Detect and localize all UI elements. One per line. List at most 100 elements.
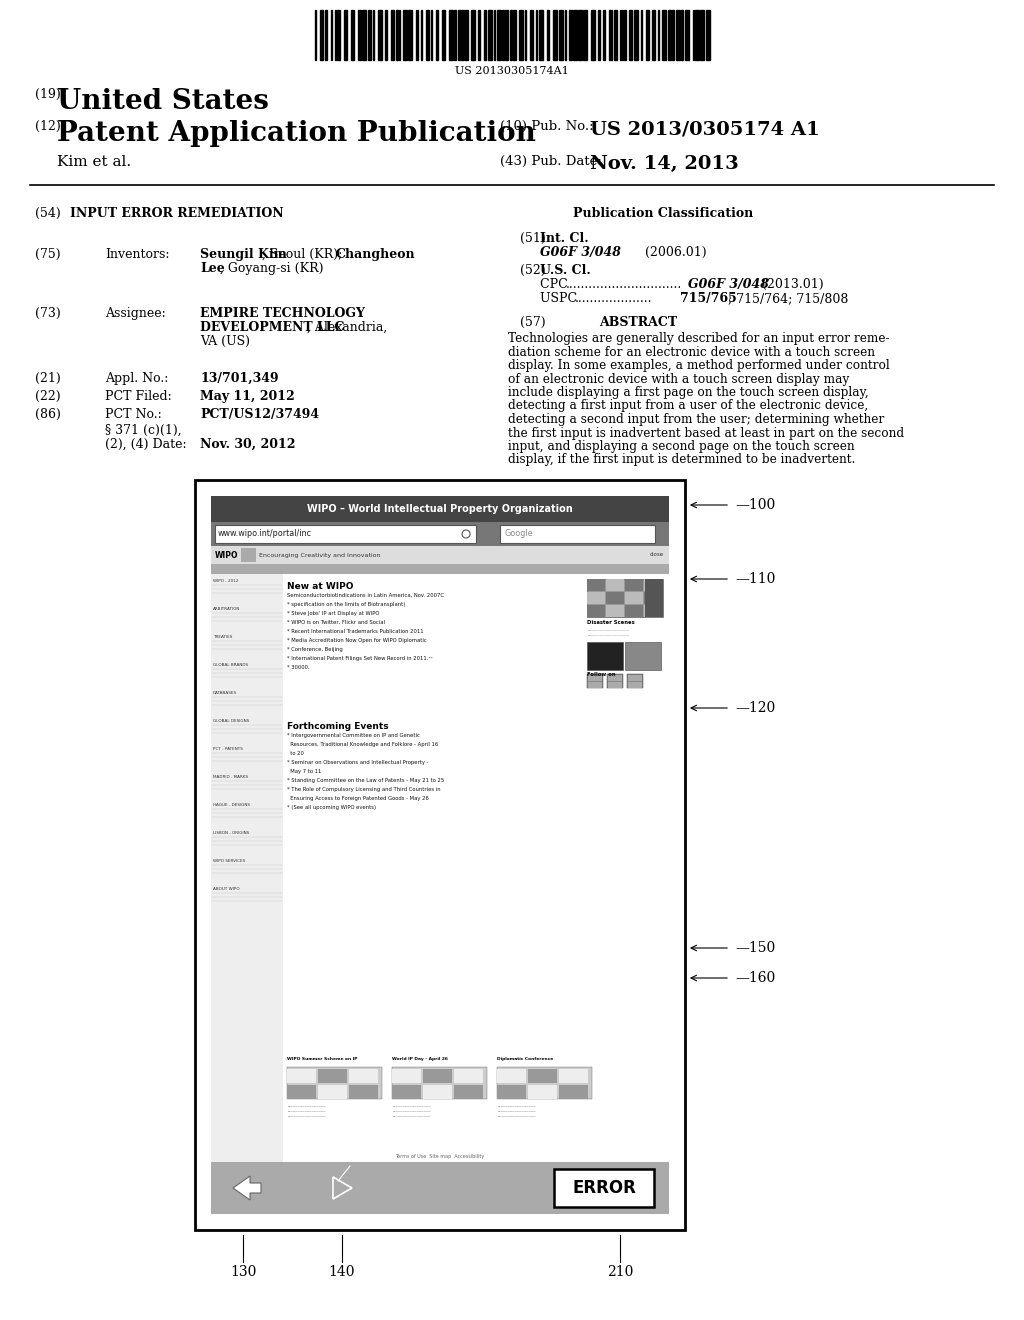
Bar	[668, 11, 671, 59]
Bar	[553, 11, 557, 59]
Text: TREATIES: TREATIES	[213, 635, 232, 639]
Bar	[211, 1162, 669, 1214]
Bar	[392, 1067, 487, 1100]
Bar	[625, 642, 662, 671]
Bar	[695, 11, 699, 59]
Text: * The Role of Compulsory Licensing and Third Countries in: * The Role of Compulsory Licensing and T…	[287, 787, 440, 792]
Bar	[547, 11, 549, 59]
Text: ABOUT WIPO: ABOUT WIPO	[213, 887, 240, 891]
Bar	[588, 682, 602, 688]
Bar	[685, 11, 689, 59]
Bar	[587, 579, 605, 591]
Bar	[423, 1069, 452, 1082]
Bar	[510, 11, 512, 59]
Bar	[416, 11, 418, 59]
Text: ______________________: ______________________	[287, 1113, 326, 1117]
Text: Nov. 30, 2012: Nov. 30, 2012	[200, 438, 296, 451]
Bar	[706, 11, 710, 59]
Text: Resources, Traditional Knowledge and Folklore - April 16: Resources, Traditional Knowledge and Fol…	[287, 742, 438, 747]
Bar	[344, 11, 347, 59]
Bar	[644, 591, 662, 605]
Text: Disaster Scenes: Disaster Scenes	[587, 620, 635, 624]
Bar	[625, 605, 643, 616]
Text: USPC: USPC	[540, 292, 582, 305]
Bar	[488, 11, 492, 59]
Bar	[629, 11, 632, 59]
Text: Follow on: Follow on	[587, 672, 615, 677]
Text: MADRID - MARKS: MADRID - MARKS	[213, 775, 248, 779]
Text: World IP Day - April 26: World IP Day - April 26	[392, 1057, 447, 1061]
Text: ______________________: ______________________	[497, 1113, 536, 1117]
Bar	[392, 1069, 421, 1082]
Bar	[583, 11, 587, 59]
Text: US 20130305174A1: US 20130305174A1	[455, 66, 569, 77]
Bar	[319, 11, 323, 59]
Bar	[241, 548, 256, 562]
Text: Assignee:: Assignee:	[105, 308, 166, 319]
Bar	[646, 11, 649, 59]
Bar	[318, 1069, 347, 1082]
Bar	[325, 11, 327, 59]
Bar	[505, 11, 508, 59]
Bar	[368, 11, 371, 59]
Text: Nov. 14, 2013: Nov. 14, 2013	[590, 154, 738, 173]
Text: ______________________: ______________________	[497, 1107, 536, 1111]
Text: (22): (22)	[35, 389, 60, 403]
Bar	[578, 11, 582, 59]
Bar	[513, 11, 516, 59]
Text: GLOBAL DESIGNS: GLOBAL DESIGNS	[213, 719, 249, 723]
Text: WIPO Summer Scheme on IP: WIPO Summer Scheme on IP	[287, 1057, 357, 1061]
Text: (43) Pub. Date:: (43) Pub. Date:	[500, 154, 602, 168]
Text: United States: United States	[57, 88, 269, 115]
Text: (2), (4) Date:: (2), (4) Date:	[105, 438, 186, 451]
Bar	[587, 605, 605, 616]
Bar	[351, 11, 354, 59]
Text: DEVELOPMENT LLC: DEVELOPMENT LLC	[200, 321, 344, 334]
Text: , Seoul (KR);: , Seoul (KR);	[262, 248, 342, 261]
Bar	[607, 675, 623, 688]
Text: , Alexandria,: , Alexandria,	[307, 321, 387, 334]
Bar	[625, 591, 643, 605]
Bar	[587, 591, 605, 605]
Bar	[573, 11, 577, 59]
Text: Diplomatic Conference: Diplomatic Conference	[497, 1057, 553, 1061]
Bar	[591, 11, 595, 59]
Text: * 30000.: * 30000.	[287, 665, 309, 671]
Text: U.S. Cl.: U.S. Cl.	[540, 264, 591, 277]
Bar	[559, 1069, 588, 1082]
Bar	[442, 11, 445, 59]
Bar	[423, 1085, 452, 1100]
Bar	[287, 1085, 316, 1100]
Bar	[645, 579, 663, 616]
Bar	[608, 682, 622, 688]
Text: (86): (86)	[35, 408, 60, 421]
Bar	[484, 11, 486, 59]
Bar	[378, 11, 382, 59]
Text: ______________________: ______________________	[392, 1104, 430, 1107]
Bar	[454, 1069, 483, 1082]
Text: (10) Pub. No.:: (10) Pub. No.:	[500, 120, 594, 133]
Text: * International Patent Filings Set New Record in 2011.¹⁰: * International Patent Filings Set New R…	[287, 656, 432, 661]
Bar	[211, 574, 283, 1162]
Text: * specification on the limits of Biotransplant): * specification on the limits of Biotran…	[287, 602, 406, 607]
Bar	[608, 675, 622, 681]
Bar	[700, 11, 705, 59]
Text: ....................: ....................	[575, 292, 652, 305]
Bar	[337, 11, 340, 59]
Text: include displaying a first page on the touch screen display,: include displaying a first page on the t…	[508, 385, 868, 399]
Bar	[211, 496, 669, 521]
Bar	[530, 11, 534, 59]
Bar	[215, 525, 476, 543]
Text: (75): (75)	[35, 248, 60, 261]
Text: , Goyang-si (KR): , Goyang-si (KR)	[220, 261, 324, 275]
Text: (12): (12)	[35, 120, 60, 133]
Text: (19): (19)	[35, 88, 60, 102]
Bar	[644, 579, 662, 591]
Text: —110: —110	[735, 572, 775, 586]
Text: * WIPO is on Twitter, Flickr and Social: * WIPO is on Twitter, Flickr and Social	[287, 620, 385, 624]
Text: Kim et al.: Kim et al.	[57, 154, 131, 169]
Bar	[211, 574, 669, 1162]
Text: Seungil Kim: Seungil Kim	[200, 248, 287, 261]
Text: ; 715/764; 715/808: ; 715/764; 715/808	[728, 292, 848, 305]
Text: EMPIRE TECHNOLOGY: EMPIRE TECHNOLOGY	[200, 308, 365, 319]
